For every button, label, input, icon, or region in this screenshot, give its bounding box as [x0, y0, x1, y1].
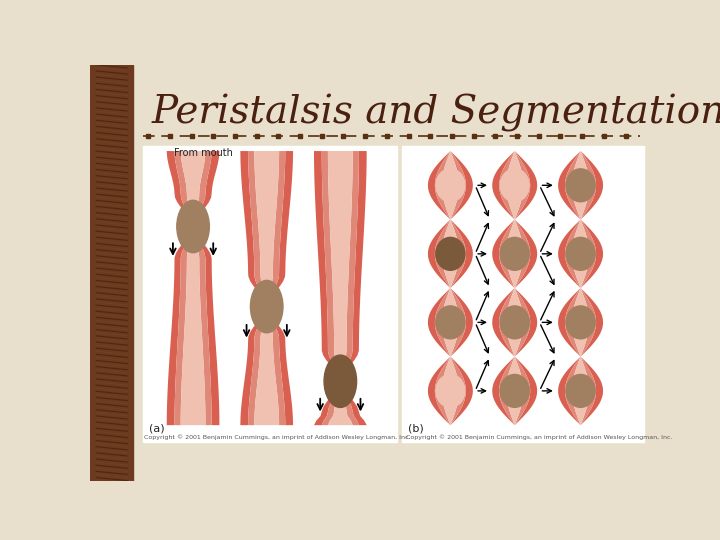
Polygon shape: [451, 220, 473, 288]
Polygon shape: [558, 356, 580, 425]
Polygon shape: [492, 151, 515, 220]
Polygon shape: [506, 151, 523, 220]
Bar: [143, 146, 397, 442]
Polygon shape: [558, 151, 580, 220]
Polygon shape: [515, 151, 530, 220]
Polygon shape: [572, 288, 589, 356]
Polygon shape: [328, 151, 353, 425]
Polygon shape: [428, 220, 451, 288]
Polygon shape: [240, 151, 266, 425]
Polygon shape: [580, 220, 603, 288]
Polygon shape: [451, 151, 473, 220]
Polygon shape: [451, 288, 466, 356]
Bar: [90, 65, 132, 481]
Bar: [402, 146, 644, 442]
Polygon shape: [506, 288, 523, 356]
Ellipse shape: [324, 355, 356, 408]
Polygon shape: [565, 220, 580, 288]
Polygon shape: [499, 151, 515, 220]
Polygon shape: [428, 288, 451, 356]
Ellipse shape: [436, 374, 465, 407]
Polygon shape: [515, 356, 537, 425]
Polygon shape: [194, 151, 212, 425]
Polygon shape: [451, 288, 473, 356]
Polygon shape: [341, 151, 359, 425]
Polygon shape: [515, 220, 530, 288]
Polygon shape: [268, 151, 285, 425]
Polygon shape: [572, 151, 589, 220]
Polygon shape: [499, 220, 515, 288]
Polygon shape: [435, 288, 451, 356]
Polygon shape: [248, 151, 266, 425]
Ellipse shape: [436, 306, 465, 339]
Polygon shape: [435, 151, 451, 220]
Ellipse shape: [177, 200, 210, 253]
Ellipse shape: [500, 238, 529, 271]
Text: (b): (b): [408, 423, 423, 433]
Polygon shape: [515, 220, 537, 288]
Polygon shape: [558, 288, 580, 356]
Polygon shape: [572, 220, 589, 288]
Text: Copyright © 2001 Benjamin Cummings, an imprint of Addison Wesley Longman, Inc.: Copyright © 2001 Benjamin Cummings, an i…: [406, 434, 672, 440]
Polygon shape: [515, 288, 530, 356]
Polygon shape: [442, 356, 459, 425]
Polygon shape: [428, 151, 451, 220]
Polygon shape: [499, 288, 515, 356]
Ellipse shape: [251, 280, 283, 333]
Polygon shape: [506, 220, 523, 288]
Polygon shape: [580, 288, 603, 356]
Ellipse shape: [566, 374, 595, 407]
Polygon shape: [565, 151, 580, 220]
Polygon shape: [580, 356, 603, 425]
Text: Peristalsis and Segmentation: Peristalsis and Segmentation: [152, 93, 720, 132]
Polygon shape: [492, 288, 515, 356]
Text: Copyright © 2001 Benjamin Cummings, an imprint of Addison Wesley Longman, Inc.: Copyright © 2001 Benjamin Cummings, an i…: [144, 434, 410, 440]
Polygon shape: [451, 356, 473, 425]
Polygon shape: [442, 220, 459, 288]
Polygon shape: [254, 151, 279, 425]
Polygon shape: [442, 151, 459, 220]
Ellipse shape: [500, 374, 529, 407]
Polygon shape: [492, 356, 515, 425]
Ellipse shape: [436, 238, 465, 271]
Text: From mouth: From mouth: [174, 147, 233, 158]
Polygon shape: [435, 220, 451, 288]
Ellipse shape: [566, 238, 595, 271]
Polygon shape: [451, 220, 466, 288]
Polygon shape: [572, 356, 589, 425]
Polygon shape: [515, 288, 537, 356]
Polygon shape: [314, 151, 339, 425]
Ellipse shape: [566, 306, 595, 339]
Polygon shape: [167, 151, 192, 425]
Polygon shape: [565, 356, 580, 425]
Polygon shape: [580, 151, 603, 220]
Polygon shape: [435, 356, 451, 425]
Polygon shape: [442, 288, 459, 356]
Polygon shape: [580, 356, 596, 425]
Polygon shape: [492, 220, 515, 288]
Polygon shape: [506, 356, 523, 425]
Polygon shape: [174, 151, 192, 425]
Polygon shape: [580, 220, 596, 288]
Polygon shape: [451, 151, 466, 220]
Polygon shape: [515, 356, 530, 425]
Ellipse shape: [500, 306, 529, 339]
Polygon shape: [322, 151, 340, 425]
Polygon shape: [268, 151, 293, 425]
Polygon shape: [580, 151, 596, 220]
Polygon shape: [428, 356, 451, 425]
Polygon shape: [499, 356, 515, 425]
Polygon shape: [181, 151, 205, 425]
Ellipse shape: [500, 169, 529, 202]
Text: (a): (a): [149, 423, 165, 433]
Ellipse shape: [566, 169, 595, 202]
Polygon shape: [451, 356, 466, 425]
Polygon shape: [194, 151, 220, 425]
Polygon shape: [341, 151, 366, 425]
Ellipse shape: [436, 169, 465, 202]
Polygon shape: [558, 220, 580, 288]
Polygon shape: [565, 288, 580, 356]
Polygon shape: [515, 151, 537, 220]
Polygon shape: [580, 288, 596, 356]
